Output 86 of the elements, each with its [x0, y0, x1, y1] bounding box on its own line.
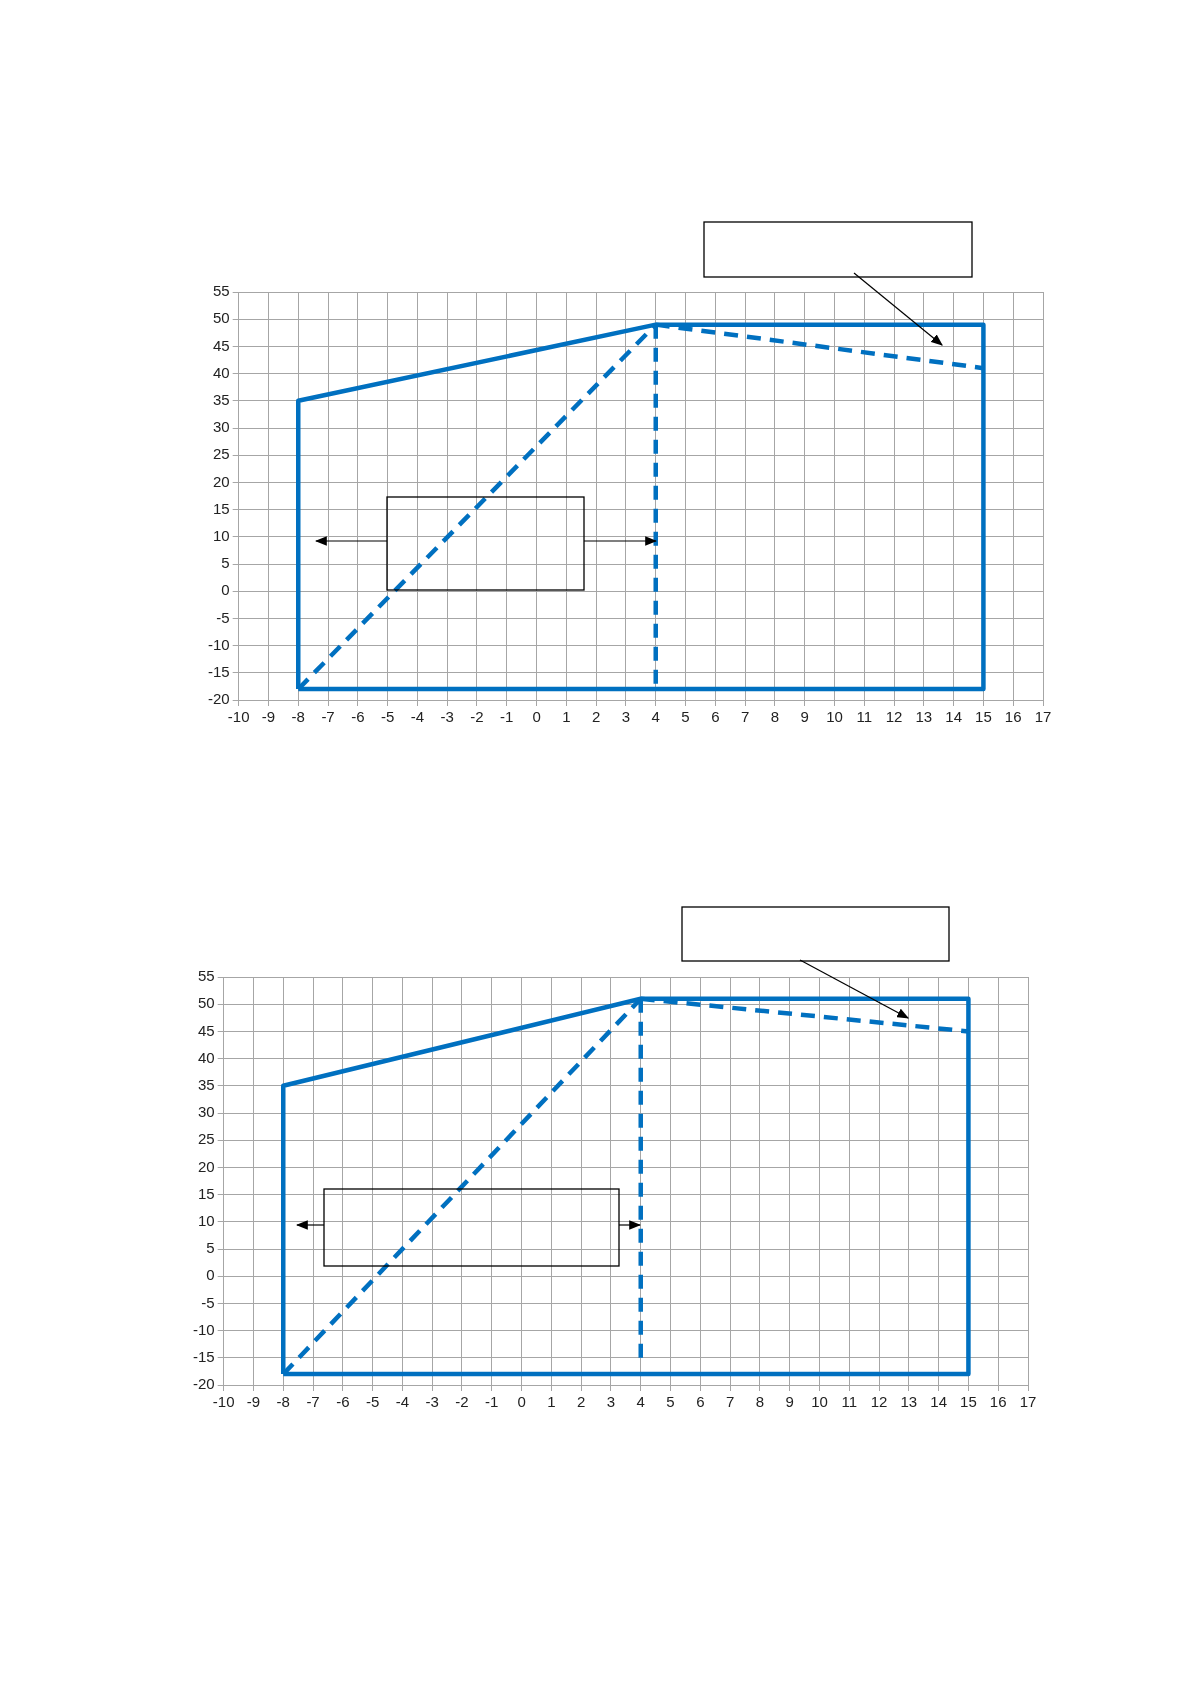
- y-tick-label: 0: [206, 1266, 215, 1284]
- x-tick-label: 15: [975, 708, 992, 726]
- x-tick-label: 16: [989, 1393, 1007, 1411]
- x-tick-label: -3: [440, 708, 454, 726]
- y-tick-label: 5: [221, 554, 230, 572]
- y-tick-label: 25: [212, 445, 230, 463]
- y-tick-label: -20: [192, 1375, 215, 1393]
- y-tick-label: 35: [197, 1075, 215, 1093]
- x-tick-label: 2: [591, 708, 601, 726]
- y-tick-label: -20: [207, 690, 230, 708]
- x-tick-label: 14: [930, 1393, 947, 1411]
- x-tick-label: 3: [621, 708, 631, 726]
- x-tick-label: 9: [785, 1393, 794, 1411]
- y-tick-label: 30: [212, 418, 230, 436]
- x-tick-label: 0: [532, 708, 541, 726]
- x-tick-label: -7: [306, 1393, 320, 1411]
- x-tick-label: 8: [770, 708, 780, 726]
- x-tick-label: 11: [841, 1393, 858, 1411]
- x-tick-label: 12: [870, 1393, 888, 1411]
- x-tick-label: 11: [856, 708, 873, 726]
- y-tick-label: 10: [197, 1211, 215, 1229]
- x-tick-label: 7: [725, 1393, 735, 1411]
- y-tick-label: 25: [197, 1130, 215, 1148]
- y-tick-label: 20: [197, 1157, 215, 1175]
- y-tick-label: 5: [206, 1239, 215, 1257]
- x-tick-label: 14: [945, 708, 962, 726]
- x-tick-label: 6: [696, 1393, 705, 1411]
- x-tick-label: 7: [740, 708, 750, 726]
- x-tick-label: -2: [470, 708, 484, 726]
- y-tick-label: -5: [216, 608, 230, 626]
- x-tick-label: 13: [900, 1393, 918, 1411]
- x-tick-label: 10: [826, 708, 843, 726]
- x-tick-label: 5: [666, 1393, 675, 1411]
- y-tick-label: 15: [197, 1184, 215, 1202]
- x-tick-label: -7: [321, 708, 335, 726]
- x-tick-label: 17: [1034, 708, 1052, 726]
- x-tick-label: -4: [410, 708, 425, 726]
- x-tick-label: -4: [395, 1393, 410, 1411]
- x-tick-label: 10: [811, 1393, 828, 1411]
- x-tick-label: -8: [276, 1393, 290, 1411]
- x-tick-label: 4: [651, 708, 660, 726]
- y-tick-label: -10: [192, 1320, 215, 1338]
- x-tick-label: -1: [485, 1393, 499, 1411]
- y-tick-label: 45: [212, 336, 230, 354]
- x-tick-label: -9: [261, 708, 276, 726]
- y-tick-label: -15: [192, 1347, 215, 1365]
- y-tick-label: 55: [212, 282, 230, 300]
- x-tick-label: -8: [291, 708, 305, 726]
- y-tick-label: 40: [197, 1048, 215, 1066]
- x-tick-label: 2: [576, 1393, 586, 1411]
- x-tick-label: -6: [351, 708, 365, 726]
- y-tick-label: 40: [212, 363, 230, 381]
- x-tick-label: 5: [681, 708, 690, 726]
- x-tick-label: -2: [455, 1393, 469, 1411]
- x-tick-label: 0: [517, 1393, 526, 1411]
- y-tick-label: 55: [197, 967, 215, 985]
- x-tick-label: -3: [425, 1393, 439, 1411]
- y-tick-label: 50: [212, 309, 230, 327]
- y-tick-label: 20: [212, 472, 230, 490]
- x-tick-label: 1: [562, 708, 571, 726]
- y-tick-label: 30: [197, 1103, 215, 1121]
- x-tick-label: -5: [365, 1393, 380, 1411]
- x-tick-label: 15: [960, 1393, 977, 1411]
- x-tick-label: -9: [246, 1393, 261, 1411]
- y-tick-label: 45: [197, 1021, 215, 1039]
- x-tick-label: 8: [755, 1393, 765, 1411]
- y-tick-label: -10: [207, 635, 230, 653]
- x-tick-label: 12: [885, 708, 903, 726]
- x-tick-label: -5: [380, 708, 395, 726]
- y-tick-label: -15: [207, 662, 230, 680]
- x-tick-label: 9: [800, 708, 809, 726]
- x-tick-label: -6: [336, 1393, 350, 1411]
- y-tick-label: 35: [212, 390, 230, 408]
- x-tick-label: 16: [1004, 708, 1022, 726]
- x-tick-label: 3: [606, 1393, 616, 1411]
- y-tick-label: 15: [212, 499, 230, 517]
- x-tick-label: 1: [547, 1393, 556, 1411]
- x-tick-label: -1: [500, 708, 514, 726]
- x-tick-label: 4: [636, 1393, 645, 1411]
- x-tick-label: 6: [711, 708, 720, 726]
- y-tick-label: -5: [201, 1293, 215, 1311]
- x-tick-label: 17: [1019, 1393, 1037, 1411]
- y-tick-label: 50: [197, 994, 215, 1012]
- x-tick-label: 13: [915, 708, 933, 726]
- y-tick-label: 10: [212, 526, 230, 544]
- y-tick-label: 0: [221, 581, 230, 599]
